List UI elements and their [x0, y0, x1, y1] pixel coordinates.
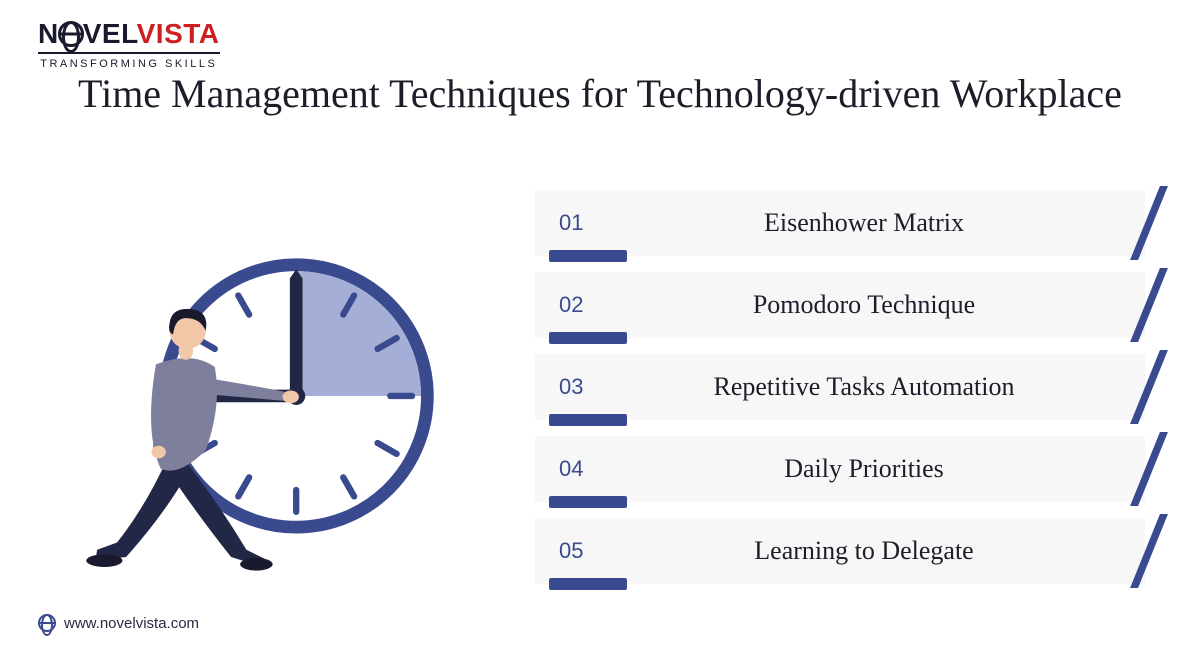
item-label: Eisenhower Matrix: [623, 208, 1145, 238]
globe-icon: [58, 21, 84, 47]
item-label: Daily Priorities: [623, 454, 1145, 484]
item-underline: [549, 250, 627, 262]
item-label: Pomodoro Technique: [623, 290, 1145, 320]
list-item: 01 Eisenhower Matrix: [535, 190, 1145, 256]
brand-wordmark: N VELVISTA: [38, 18, 220, 50]
person-icon: [86, 309, 299, 571]
item-label: Repetitive Tasks Automation: [623, 372, 1145, 402]
list-item: 04 Daily Priorities: [535, 436, 1145, 502]
page-title: Time Management Techniques for Technolog…: [60, 70, 1140, 118]
technique-list: 01 Eisenhower Matrix 02 Pomodoro Techniq…: [535, 190, 1145, 600]
globe-icon: [38, 614, 56, 632]
item-underline: [549, 578, 627, 590]
brand-logo: N VELVISTA TRANSFORMING SKILLS: [38, 18, 220, 70]
brand-tagline: TRANSFORMING SKILLS: [38, 52, 220, 70]
footer-url: www.novelvista.com: [64, 615, 199, 632]
item-number: 03: [535, 374, 623, 400]
item-number: 04: [535, 456, 623, 482]
item-number: 02: [535, 292, 623, 318]
item-underline: [549, 496, 627, 508]
brand-pre: N: [38, 18, 59, 49]
clock-illustration: [70, 215, 450, 595]
brand-mid: VEL: [83, 18, 137, 49]
item-underline: [549, 332, 627, 344]
list-item: 05 Learning to Delegate: [535, 518, 1145, 584]
item-number: 05: [535, 538, 623, 564]
footer: www.novelvista.com: [38, 614, 199, 632]
item-number: 01: [535, 210, 623, 236]
brand-accent: VISTA: [137, 18, 220, 49]
item-label: Learning to Delegate: [623, 536, 1145, 566]
list-item: 03 Repetitive Tasks Automation: [535, 354, 1145, 420]
clock-wedge: [296, 271, 421, 396]
list-item: 02 Pomodoro Technique: [535, 272, 1145, 338]
item-underline: [549, 414, 627, 426]
